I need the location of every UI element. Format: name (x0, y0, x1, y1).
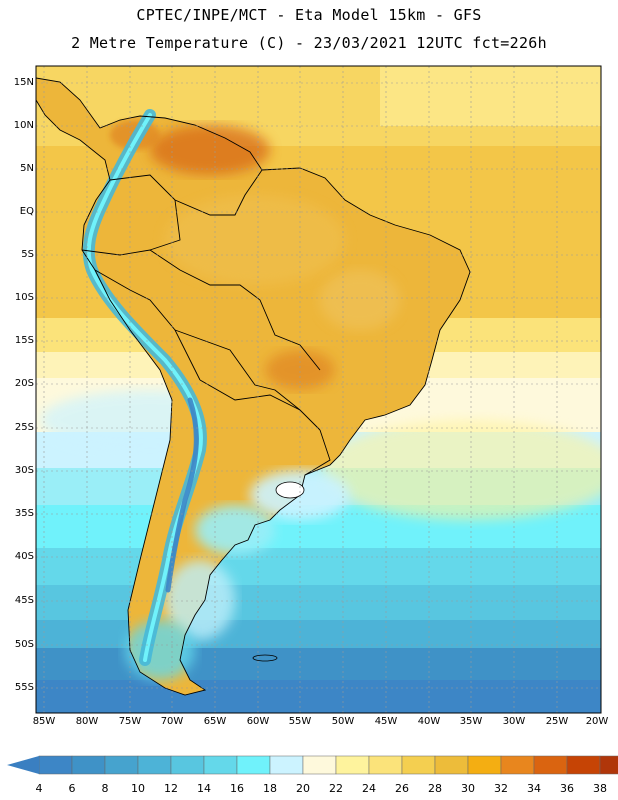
lat-label: 35S (14, 508, 34, 519)
colorbar-swatch (467, 755, 502, 775)
colorbar-tick-label: 4 (35, 782, 43, 795)
colorbar-swatch (500, 755, 535, 775)
lat-label: 55S (14, 682, 34, 693)
colorbar-tick-label: 28 (428, 782, 442, 795)
lon-label: 35W (459, 716, 483, 727)
colorbar-tick-label: 14 (197, 782, 211, 795)
colorbar-tick-label: 18 (263, 782, 277, 795)
lon-label: 25W (545, 716, 569, 727)
lat-label: 10N (13, 120, 34, 131)
colorbar-swatch (137, 755, 172, 775)
colorbar (7, 755, 618, 775)
colorbar-tick-label: 34 (527, 782, 541, 795)
colorbar-tick-label: 22 (329, 782, 343, 795)
lat-label: 5S (21, 249, 34, 260)
lat-label: 5N (20, 163, 34, 174)
lat-label: 15S (14, 335, 34, 346)
colorbar-tick-label: 36 (560, 782, 574, 795)
lat-label: 30S (14, 465, 34, 476)
lat-label: 45S (14, 595, 34, 606)
colorbar-low-arrow (7, 756, 39, 774)
lon-label: 40W (417, 716, 441, 727)
lon-label: 50W (331, 716, 355, 727)
lon-label: 85W (32, 716, 56, 727)
colorbar-tick-label: 30 (461, 782, 475, 795)
chart-title: CPTEC/INPE/MCT - Eta Model 15km - GFS (136, 6, 482, 24)
lon-label: 65W (203, 716, 227, 727)
colorbar-tick-label: 20 (296, 782, 310, 795)
colorbar-swatch (71, 755, 106, 775)
lat-label: 20S (14, 378, 34, 389)
colorbar-tick-label: 26 (395, 782, 409, 795)
lat-label: 15N (13, 77, 34, 88)
lon-label: 20W (585, 716, 609, 727)
colorbar-swatch (335, 755, 370, 775)
colorbar-swatch (434, 755, 469, 775)
colorbar-tick-label: 16 (230, 782, 244, 795)
south-america-landmass (36, 78, 470, 695)
lon-label: 80W (75, 716, 99, 727)
chart-subtitle: 2 Metre Temperature (C) - 23/03/2021 12U… (71, 34, 547, 52)
colorbar-swatch (269, 755, 304, 775)
lat-label: 40S (14, 551, 34, 562)
lat-label: 10S (14, 292, 34, 303)
colorbar-tick-label: 8 (101, 782, 109, 795)
colorbar-swatch (599, 755, 618, 775)
temperature-field (36, 66, 601, 713)
colorbar-tick-label: 10 (131, 782, 145, 795)
colorbar-tick-label: 32 (494, 782, 508, 795)
graticule (36, 66, 601, 713)
lon-label: 45W (374, 716, 398, 727)
lon-label: 55W (288, 716, 312, 727)
colorbar-swatch (104, 755, 139, 775)
lon-label: 30W (502, 716, 526, 727)
lat-label: 50S (14, 639, 34, 650)
colorbar-swatch (401, 755, 436, 775)
map-frame (35, 65, 602, 714)
lat-label: 25S (14, 422, 34, 433)
colorbar-swatch (533, 755, 568, 775)
colorbar-tick-label: 12 (164, 782, 178, 795)
colorbar-tick-label: 6 (68, 782, 76, 795)
lon-label: 60W (246, 716, 270, 727)
colorbar-swatch (368, 755, 403, 775)
colorbar-tick-label: 38 (593, 782, 607, 795)
lagoa-dos-patos (275, 481, 305, 499)
colorbar-swatch (38, 755, 73, 775)
lon-label: 70W (160, 716, 184, 727)
colorbar-swatch (236, 755, 271, 775)
colorbar-tick-label: 24 (362, 782, 376, 795)
falkland-islands (252, 654, 278, 662)
colorbar-swatch (302, 755, 337, 775)
colorbar-swatch (203, 755, 238, 775)
colorbar-swatch (566, 755, 601, 775)
lat-label: EQ (19, 206, 34, 217)
lon-label: 75W (118, 716, 142, 727)
colorbar-swatch (170, 755, 205, 775)
